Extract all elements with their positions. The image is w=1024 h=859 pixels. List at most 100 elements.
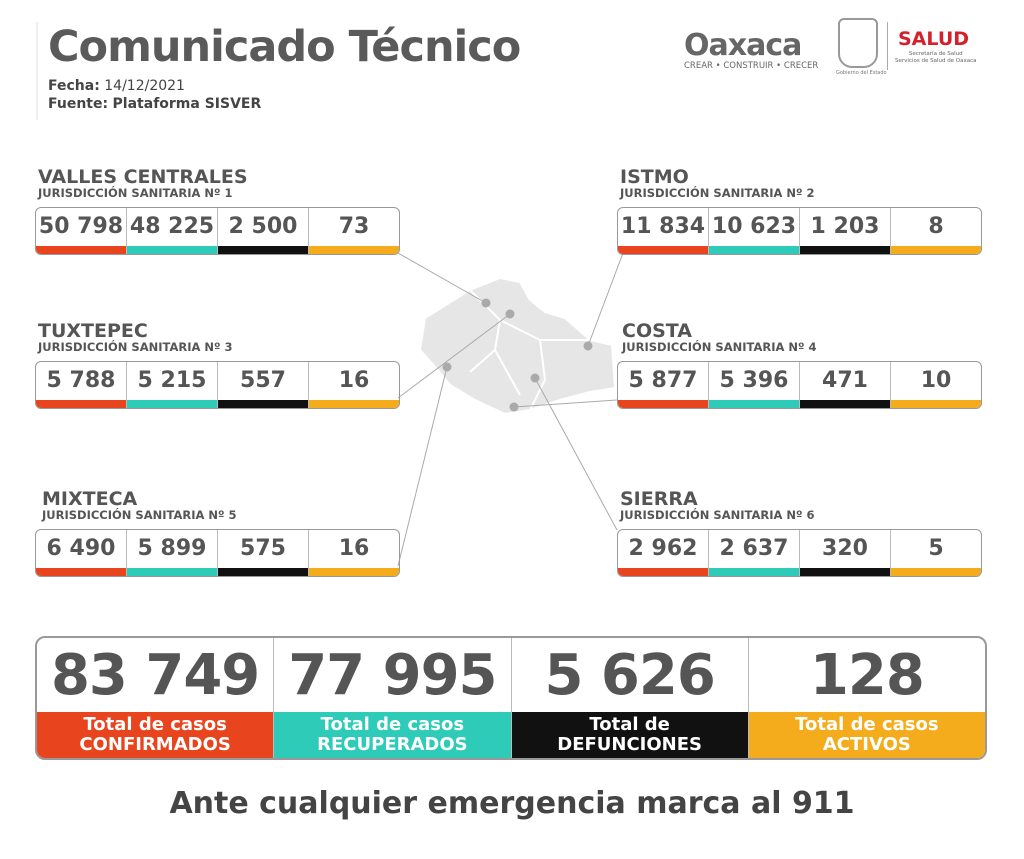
stat-value: 2 500 bbox=[228, 214, 298, 239]
stat-defunciones: 320 bbox=[800, 530, 891, 576]
stat-value: 10 bbox=[920, 368, 952, 393]
map-shape bbox=[418, 276, 617, 416]
stat-defunciones: 575 bbox=[218, 530, 309, 576]
salud-sub1: Secretaría de Salud bbox=[908, 51, 963, 57]
defunciones-bar bbox=[800, 400, 890, 408]
stat-recuperados: 10 623 bbox=[709, 208, 800, 254]
total-value: 5 626 bbox=[544, 643, 715, 708]
region-name: ISTMO bbox=[620, 166, 689, 188]
oaxaca-tagline: CREAR • CONSTRUIR • CRECER bbox=[684, 61, 819, 71]
stat-value: 16 bbox=[338, 368, 370, 393]
stat-defunciones: 557 bbox=[218, 362, 309, 408]
region-jurisdiction: JURISDICCIÓN SANITARIA Nº 4 bbox=[622, 340, 817, 354]
stat-value: 557 bbox=[240, 368, 286, 393]
stat-value: 471 bbox=[822, 368, 868, 393]
region-jurisdiction: JURISDICCIÓN SANITARIA Nº 5 bbox=[42, 508, 237, 522]
defunciones-bar bbox=[800, 246, 890, 254]
activos-bar bbox=[309, 568, 399, 576]
stat-activos: 16 bbox=[309, 530, 399, 576]
confirmados-bar bbox=[36, 246, 126, 254]
stat-activos: 16 bbox=[309, 362, 399, 408]
source-label: Fuente: bbox=[48, 96, 109, 112]
recuperados-bar bbox=[709, 400, 799, 408]
page-title: Comunicado Técnico bbox=[48, 22, 521, 72]
defunciones-bar bbox=[218, 568, 308, 576]
total-confirmados: 83 749 Total de casos CONFIRMADOS bbox=[37, 638, 275, 758]
total-label: Total de DEFUNCIONES bbox=[511, 712, 748, 758]
totals-panel: 83 749 Total de casos CONFIRMADOS 77 995 To… bbox=[35, 636, 987, 760]
region-name: VALLES CENTRALES bbox=[38, 166, 248, 188]
stat-recuperados: 48 225 bbox=[127, 208, 218, 254]
region-name: COSTA bbox=[622, 320, 692, 342]
confirmados-bar bbox=[618, 246, 708, 254]
stat-confirmados: 5 877 bbox=[618, 362, 709, 408]
stat-confirmados: 5 788 bbox=[36, 362, 127, 408]
total-value: 83 749 bbox=[50, 643, 260, 708]
stat-recuperados: 5 215 bbox=[127, 362, 218, 408]
stat-activos: 5 bbox=[891, 530, 981, 576]
stat-activos: 10 bbox=[891, 362, 981, 408]
stat-value: 5 877 bbox=[628, 368, 698, 393]
date-label: Fecha: bbox=[48, 78, 100, 94]
stat-value: 5 bbox=[928, 536, 944, 561]
total-value: 77 995 bbox=[288, 643, 497, 708]
stat-recuperados: 5 899 bbox=[127, 530, 218, 576]
stat-confirmados: 50 798 bbox=[36, 208, 127, 254]
stat-value: 50 798 bbox=[38, 214, 124, 239]
stat-value: 2 637 bbox=[719, 536, 789, 561]
stat-value: 5 396 bbox=[719, 368, 789, 393]
stat-value: 16 bbox=[338, 536, 370, 561]
region-stats: 11 834 10 623 1 203 8 bbox=[617, 207, 982, 255]
state-seal-icon bbox=[838, 18, 878, 68]
region-jurisdiction: JURISDICCIÓN SANITARIA Nº 6 bbox=[620, 508, 815, 522]
stat-value: 5 215 bbox=[137, 368, 207, 393]
region-jurisdiction: JURISDICCIÓN SANITARIA Nº 1 bbox=[38, 186, 233, 200]
region-name: TUXTEPEC bbox=[38, 320, 148, 342]
oaxaca-logo: Oaxaca CREAR • CONSTRUIR • CRECER bbox=[684, 28, 818, 71]
confirmados-bar bbox=[618, 400, 708, 408]
confirmados-bar bbox=[36, 568, 126, 576]
recuperados-bar bbox=[127, 246, 217, 254]
logo-divider bbox=[887, 22, 888, 70]
stat-activos: 8 bbox=[891, 208, 981, 254]
total-label: Total de casos CONFIRMADOS bbox=[37, 712, 274, 758]
stat-value: 48 225 bbox=[129, 214, 215, 239]
defunciones-bar bbox=[218, 400, 308, 408]
region-name: SIERRA bbox=[620, 488, 698, 510]
region-jurisdiction: JURISDICCIÓN SANITARIA Nº 2 bbox=[620, 186, 815, 200]
activos-bar bbox=[309, 400, 399, 408]
oaxaca-logo-word: Oaxaca bbox=[684, 28, 802, 63]
header-divider bbox=[36, 22, 38, 120]
stat-value: 73 bbox=[338, 214, 370, 239]
region-jurisdiction: JURISDICCIÓN SANITARIA Nº 3 bbox=[38, 340, 233, 354]
activos-bar bbox=[891, 400, 981, 408]
region-stats: 6 490 5 899 575 16 bbox=[35, 529, 400, 577]
emergency-footer: Ante cualquier emergencia marca al 911 bbox=[169, 786, 855, 821]
region-stats: 50 798 48 225 2 500 73 bbox=[35, 207, 400, 255]
region-stats: 5 877 5 396 471 10 bbox=[617, 361, 982, 409]
source-value: Plataforma SISVER bbox=[112, 96, 262, 112]
stat-value: 1 203 bbox=[810, 214, 880, 239]
date-line: Fecha: 14/12/2021 bbox=[48, 78, 185, 94]
salud-sub2: Servicios de Salud de Oaxaca bbox=[895, 58, 977, 64]
stat-value: 575 bbox=[240, 536, 286, 561]
recuperados-bar bbox=[709, 246, 799, 254]
oaxaca-map bbox=[397, 252, 624, 567]
stat-value: 2 962 bbox=[628, 536, 698, 561]
activos-bar bbox=[891, 568, 981, 576]
stat-value: 6 490 bbox=[46, 536, 116, 561]
total-defunciones: 5 626 Total de DEFUNCIONES bbox=[511, 638, 749, 758]
total-label: Total de casos ACTIVOS bbox=[748, 712, 985, 758]
recuperados-bar bbox=[127, 568, 217, 576]
stat-activos: 73 bbox=[309, 208, 399, 254]
source-line: Fuente: Plataforma SISVER bbox=[48, 96, 261, 112]
stat-value: 11 834 bbox=[620, 214, 706, 239]
salud-logo: SALUD bbox=[898, 28, 970, 50]
defunciones-bar bbox=[800, 568, 890, 576]
stat-defunciones: 1 203 bbox=[800, 208, 891, 254]
salud-subtitle: Secretaría de Salud Servicios de Salud de… bbox=[895, 51, 977, 65]
stat-confirmados: 2 962 bbox=[618, 530, 709, 576]
stat-recuperados: 2 637 bbox=[709, 530, 800, 576]
gobierno-caption: Gobierno del Estado bbox=[836, 70, 887, 76]
recuperados-bar bbox=[127, 400, 217, 408]
